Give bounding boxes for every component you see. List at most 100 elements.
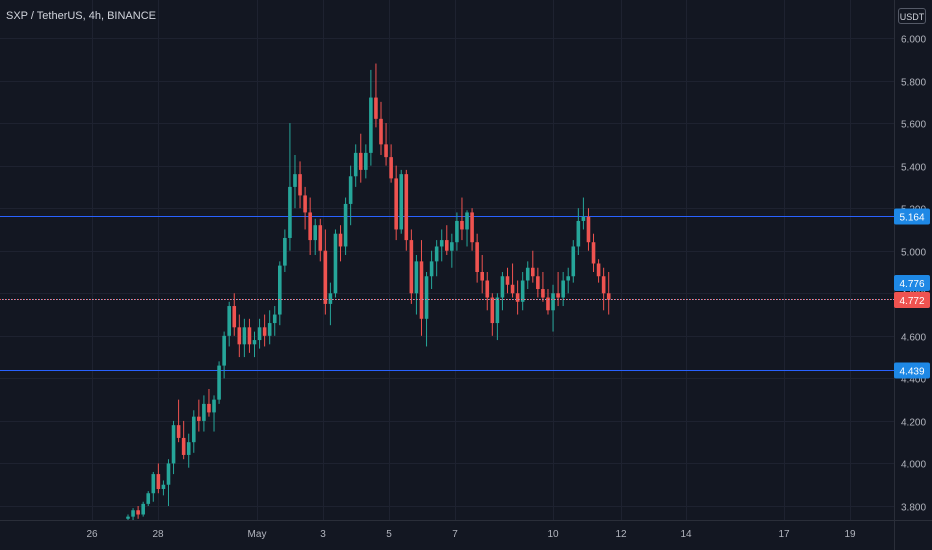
candle-body [571,246,576,277]
candle [364,144,368,179]
candle [495,293,500,341]
candle [242,318,247,358]
y-tick-label: 4.600 [901,333,926,344]
candle-body [131,510,135,517]
candle [429,250,434,290]
candle [571,240,576,283]
candle [272,306,277,336]
level-price-label: 5.164 [894,208,930,225]
candle-body [212,399,216,413]
candle [566,267,571,294]
candle [126,514,130,521]
candle-body [358,152,363,170]
candle-body [465,212,469,230]
candle [384,123,388,166]
candle [490,293,495,336]
candle-body [227,306,231,336]
candle-body [348,176,353,204]
candle [323,229,328,315]
candle [293,155,297,209]
candle [141,501,145,517]
candle-body [278,265,282,315]
candle [561,272,565,307]
candle-body [288,186,292,238]
candle [232,293,237,336]
y-tick-label: 5.800 [901,78,926,89]
currency-button[interactable]: USDT [898,8,926,24]
x-tick-label: 10 [547,529,559,540]
candle-body [439,240,444,247]
candle-body [146,493,151,504]
candle [450,233,454,268]
y-tick-label: 4.400 [901,375,926,386]
candle-body [525,267,530,281]
candle [171,420,176,475]
x-tick-label: 3 [320,529,326,540]
x-tick-label: 12 [615,529,627,540]
candle-body [191,416,196,443]
candle [181,420,186,460]
candle-body [364,152,368,170]
candle-body [369,97,373,153]
candle-body [217,365,221,400]
candle [161,480,166,496]
candle [283,229,287,272]
candle-body [283,237,287,266]
time-axis[interactable]: 26 28 May 3 5 7 10 12 14 17 19 [0,520,932,541]
candle [520,272,525,311]
candle-body [303,195,307,213]
candle-body [141,503,145,515]
candle [207,389,211,417]
y-tick-label: 4.200 [901,418,926,429]
candle-body [166,463,171,485]
candle-body [237,327,242,345]
candle [591,233,596,272]
candle [247,318,252,353]
last-price-label: 4.772 [894,292,930,308]
candle [455,212,459,251]
candle-body [171,425,176,464]
candle-body [313,225,318,241]
candle [515,280,520,315]
candle-body [389,157,393,179]
candle-body [262,327,267,336]
candle [465,210,469,247]
candle [298,161,302,209]
candle-body [293,174,297,187]
x-tick-label: 26 [86,529,98,540]
candle-body [500,276,505,298]
candle [252,331,257,358]
candle [551,284,555,332]
candle-body [343,203,348,247]
candle [510,263,515,298]
candle [444,225,449,255]
candle [460,197,464,241]
candle-body [308,212,312,241]
candle-body [444,240,449,251]
candle-body [581,216,586,221]
candle-body [591,242,596,264]
candle [531,250,535,283]
candle [343,197,348,255]
candle-body [126,516,130,519]
candle-body [353,152,358,177]
candle [546,289,550,315]
candle-body [176,425,181,438]
candle [541,272,545,302]
candle [556,272,560,307]
candle-body [429,261,434,277]
x-tick-label: May [248,529,267,540]
candle [525,261,530,290]
candle [257,318,262,349]
candle [576,208,581,255]
candle-body [151,474,156,494]
candle-body [551,293,555,311]
candle-body [161,484,166,489]
candle-body [267,323,272,336]
candle-body [298,174,302,196]
y-tick-label: 5.600 [901,120,926,131]
candle-body [136,510,140,515]
candle-body [252,340,257,345]
candle-body [323,250,328,304]
